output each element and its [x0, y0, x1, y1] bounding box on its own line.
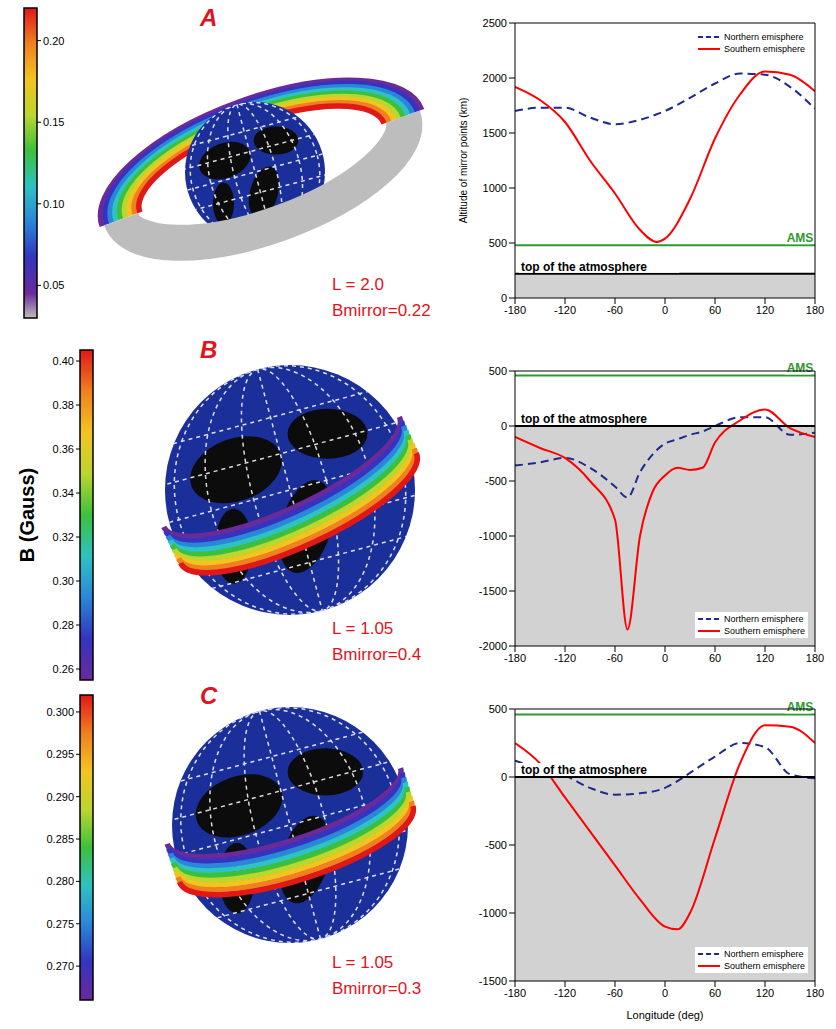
svg-text:0.26: 0.26 [53, 663, 74, 675]
svg-text:120: 120 [756, 304, 774, 316]
svg-text:0.38: 0.38 [53, 399, 74, 411]
svg-text:0: 0 [501, 420, 507, 432]
svg-text:B: B [200, 336, 217, 363]
svg-text:500: 500 [489, 237, 507, 249]
svg-text:Longitude (deg): Longitude (deg) [626, 1009, 703, 1021]
svg-text:top of the atmosphere: top of the atmosphere [521, 763, 647, 777]
html-text:Southern emisphere: Southern emisphere [723, 961, 805, 971]
svg-text:180: 180 [806, 304, 824, 316]
svg-text:-120: -120 [554, 987, 576, 999]
svg-text:1000: 1000 [483, 182, 507, 194]
html-text:Northern emisphere: Northern emisphere [723, 614, 804, 624]
html-text:Southern emisphere: Southern emisphere [723, 44, 805, 54]
svg-text:-1500: -1500 [479, 975, 507, 987]
svg-text:0.15: 0.15 [43, 116, 64, 128]
svg-text:0: 0 [662, 652, 668, 664]
svg-text:L = 1.05: L = 1.05 [332, 619, 393, 638]
html-text:Northern emisphere: Northern emisphere [723, 949, 804, 959]
svg-text:0.30: 0.30 [53, 575, 74, 587]
svg-text:0.275: 0.275 [46, 918, 74, 930]
svg-text:-180: -180 [504, 987, 526, 999]
svg-text:120: 120 [756, 652, 774, 664]
html-text:Northern emisphere: Northern emisphere [723, 32, 804, 42]
svg-text:60: 60 [709, 987, 721, 999]
svg-text:0: 0 [501, 292, 507, 304]
svg-text:-60: -60 [607, 987, 623, 999]
svg-text:-1000: -1000 [479, 530, 507, 542]
svg-text:180: 180 [806, 652, 824, 664]
svg-text:0.285: 0.285 [46, 833, 74, 845]
svg-text:C: C [200, 682, 218, 709]
svg-text:-60: -60 [607, 652, 623, 664]
svg-text:180: 180 [806, 987, 824, 999]
svg-text:Altitude of mirror points (km): Altitude of mirror points (km) [458, 98, 469, 224]
svg-text:-500: -500 [485, 475, 507, 487]
svg-text:-180: -180 [504, 652, 526, 664]
svg-text:-2000: -2000 [479, 640, 507, 652]
svg-text:AMS: AMS [787, 361, 814, 375]
svg-text:-500: -500 [485, 839, 507, 851]
svg-text:Bmirror=0.3: Bmirror=0.3 [332, 979, 421, 998]
svg-text:2000: 2000 [483, 72, 507, 84]
svg-text:2500: 2500 [483, 17, 507, 29]
svg-text:A: A [199, 4, 217, 31]
svg-text:0.10: 0.10 [43, 198, 64, 210]
svg-text:60: 60 [709, 652, 721, 664]
svg-text:500: 500 [489, 365, 507, 377]
svg-text:B (Gauss): B (Gauss) [16, 468, 38, 562]
svg-text:0.40: 0.40 [53, 355, 74, 367]
svg-text:0.300: 0.300 [46, 706, 74, 718]
svg-text:120: 120 [756, 987, 774, 999]
svg-text:0: 0 [662, 987, 668, 999]
svg-text:-120: -120 [554, 652, 576, 664]
svg-text:0.05: 0.05 [43, 279, 64, 291]
svg-text:0.295: 0.295 [46, 748, 74, 760]
svg-text:0: 0 [662, 304, 668, 316]
svg-text:-120: -120 [554, 304, 576, 316]
svg-text:500: 500 [489, 703, 507, 715]
svg-text:-1000: -1000 [479, 907, 507, 919]
svg-text:0.32: 0.32 [53, 531, 74, 543]
svg-text:0.20: 0.20 [43, 35, 64, 47]
svg-text:top of the atmosphere: top of the atmosphere [521, 260, 647, 274]
svg-text:0.290: 0.290 [46, 791, 74, 803]
html-text:Southern emisphere: Southern emisphere [723, 626, 805, 636]
svg-text:L = 1.05: L = 1.05 [332, 953, 393, 972]
svg-text:0.280: 0.280 [46, 875, 74, 887]
svg-text:Bmirror=0.22: Bmirror=0.22 [332, 301, 431, 320]
svg-text:-60: -60 [607, 304, 623, 316]
svg-text:-1500: -1500 [479, 585, 507, 597]
svg-text:1500: 1500 [483, 127, 507, 139]
svg-text:0.270: 0.270 [46, 960, 74, 972]
svg-text:Bmirror=0.4: Bmirror=0.4 [332, 645, 421, 664]
svg-text:L = 2.0: L = 2.0 [332, 275, 384, 294]
svg-text:AMS: AMS [787, 231, 814, 245]
svg-text:AMS: AMS [787, 700, 814, 714]
svg-text:0.36: 0.36 [53, 443, 74, 455]
svg-text:0.34: 0.34 [53, 487, 74, 499]
svg-text:60: 60 [709, 304, 721, 316]
svg-text:top of the atmosphere: top of the atmosphere [521, 412, 647, 426]
svg-text:-180: -180 [504, 304, 526, 316]
svg-text:0: 0 [501, 771, 507, 783]
svg-text:0.28: 0.28 [53, 619, 74, 631]
